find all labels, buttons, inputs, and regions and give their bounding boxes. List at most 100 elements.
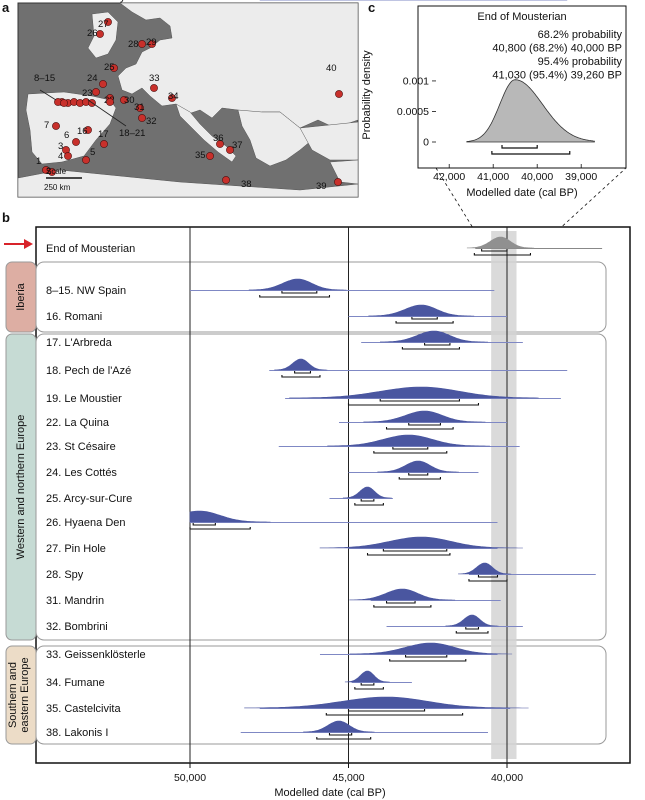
row-ci68-bracket bbox=[382, 549, 448, 552]
site-marker-32 bbox=[138, 114, 146, 122]
row-25-arcy-sur-cure: 25. Arcy-sur-Cure bbox=[46, 486, 393, 506]
panel-b-xtick: 40,000 bbox=[491, 772, 523, 784]
row-label: 23. St Césaire bbox=[46, 441, 116, 453]
panel-c-ylabel: Probability density bbox=[361, 50, 373, 140]
row-density bbox=[289, 386, 539, 399]
site-label-2: 2 bbox=[46, 166, 51, 177]
row-ci95-bracket bbox=[398, 477, 441, 480]
row-label: 26. Hyaena Den bbox=[46, 517, 126, 529]
site-label-6: 6 bbox=[64, 130, 69, 141]
row-label: 16. Romani bbox=[46, 311, 102, 323]
panel-c: End of Mousterian 68.2% probability 40,80… bbox=[361, 5, 627, 199]
row-ci68-bracket bbox=[192, 523, 216, 526]
row-39-ksar-akil: 39. Ksar Akil bbox=[46, 0, 488, 3]
row-density bbox=[344, 670, 390, 683]
site-label-7: 7 bbox=[44, 120, 49, 131]
row-ci68-bracket bbox=[481, 249, 508, 252]
site-marker-38 bbox=[222, 176, 230, 184]
panel-c-ci68-bracket bbox=[501, 145, 538, 149]
site-marker-37 bbox=[226, 146, 234, 154]
row-label: 22. La Quina bbox=[46, 417, 110, 429]
row-density bbox=[248, 278, 347, 291]
panel-b-xtick: 50,000 bbox=[174, 772, 206, 784]
row-18-pech-de-l-az: 18. Pech de l'Azé bbox=[46, 358, 568, 378]
site-marker-27 bbox=[104, 18, 112, 26]
row-end-of-mousterian: End of Mousterian bbox=[46, 236, 603, 256]
row-density bbox=[327, 434, 490, 447]
row-ci95-bracket bbox=[373, 451, 448, 454]
row-density bbox=[368, 304, 475, 317]
row-ci68-bracket bbox=[328, 733, 353, 736]
row-label: 8–15. NW Spain bbox=[46, 285, 126, 297]
row-ci95-bracket bbox=[281, 375, 321, 378]
site-label-18-21: 18–21 bbox=[119, 128, 145, 139]
panel-c-xtick: 42,000 bbox=[433, 171, 465, 183]
row-22-la-quina: 22. La Quina bbox=[46, 410, 507, 430]
group-tab-western-and-northern-europe bbox=[5, 333, 37, 641]
row-label: 35. Castelcivita bbox=[46, 703, 121, 715]
row-label: 34. Fumane bbox=[46, 677, 105, 689]
site-marker-34 bbox=[168, 94, 176, 102]
site-marker-4 bbox=[64, 152, 72, 160]
group-label-iberia: Iberia bbox=[15, 282, 27, 310]
row-16-romani: 16. Romani bbox=[46, 304, 507, 324]
row-ci68-bracket bbox=[405, 655, 448, 658]
panel-c-annotation-3: 95.4% probability bbox=[538, 56, 623, 68]
site-marker-40 bbox=[335, 90, 343, 98]
end-of-mousterian-density bbox=[466, 79, 595, 143]
site-marker-28 bbox=[138, 40, 146, 48]
row-label: 38. Lakonis I bbox=[46, 727, 108, 739]
panel-c-xtick: 39,000 bbox=[565, 171, 597, 183]
row-ci95-bracket bbox=[455, 631, 489, 634]
row-density bbox=[349, 642, 513, 655]
group-tab-southern-and-eastern-europe bbox=[5, 645, 37, 745]
row-ci95-bracket bbox=[325, 713, 464, 716]
site-marker-6 bbox=[72, 138, 80, 146]
row-ci68-bracket bbox=[347, 709, 426, 712]
panel-c-ytick: 0.001 bbox=[403, 75, 429, 87]
row-32-bombrini: 32. Bombrini bbox=[46, 614, 523, 634]
landmass-balkans bbox=[237, 109, 313, 167]
site-label-38: 38 bbox=[241, 179, 252, 190]
row-ci95-bracket bbox=[189, 527, 251, 530]
row-label: 32. Bombrini bbox=[46, 621, 108, 633]
row-ci95-bracket bbox=[373, 605, 432, 608]
panel-a-label: a bbox=[2, 0, 10, 15]
row-ci95-bracket bbox=[316, 737, 372, 740]
row-ci95-bracket bbox=[385, 427, 454, 430]
row-ci95-bracket bbox=[347, 403, 480, 406]
landmass-iberia bbox=[25, 91, 117, 165]
site-label-27: 27 bbox=[98, 19, 109, 30]
row-ci95-bracket bbox=[468, 579, 508, 582]
scale-value: 250 km bbox=[44, 183, 71, 192]
panel-b-xlabel: Modelled date (cal BP) bbox=[274, 787, 385, 799]
row-density bbox=[244, 696, 529, 709]
site-label-35: 35 bbox=[195, 150, 206, 161]
panel-c-xlabel: Modelled date (cal BP) bbox=[466, 187, 577, 199]
row-label: 17. L'Arbreda bbox=[46, 337, 113, 349]
panel-c-title: End of Mousterian bbox=[477, 11, 566, 23]
panel-c-ytick: 0 bbox=[423, 137, 429, 149]
row-23-st-c-saire: 23. St Césaire bbox=[46, 434, 520, 454]
site-marker-35 bbox=[206, 152, 214, 160]
site-label-5: 5 bbox=[90, 147, 95, 158]
site-label-37: 37 bbox=[232, 140, 243, 151]
site-marker-5 bbox=[82, 156, 90, 164]
panel-c-annotation-2: 40,800 (68.2%) 40,000 BP bbox=[492, 43, 622, 55]
row-label: 27. Pin Hole bbox=[46, 543, 106, 555]
row-label: 39. Ksar Akil bbox=[46, 0, 107, 3]
panel-c-xtick: 40,000 bbox=[521, 171, 553, 183]
row-ci95-bracket bbox=[473, 253, 532, 256]
group-label-southern-and-eastern-europe-line-1: Southern and bbox=[7, 662, 19, 728]
row-label: 28. Spy bbox=[46, 569, 84, 581]
row-ci68-bracket bbox=[477, 575, 499, 578]
panel-b-xtick: 45,000 bbox=[332, 772, 364, 784]
row-label: End of Mousterian bbox=[46, 243, 135, 255]
map: 272628294025338–152423223034313271618–21… bbox=[17, 2, 359, 198]
site-marker-18-21 bbox=[106, 98, 114, 106]
site-label-23: 23 bbox=[82, 88, 93, 99]
site-label-17: 17 bbox=[98, 129, 109, 140]
site-label-8-15: 8–15 bbox=[34, 73, 55, 84]
site-label-25: 25 bbox=[104, 62, 115, 73]
